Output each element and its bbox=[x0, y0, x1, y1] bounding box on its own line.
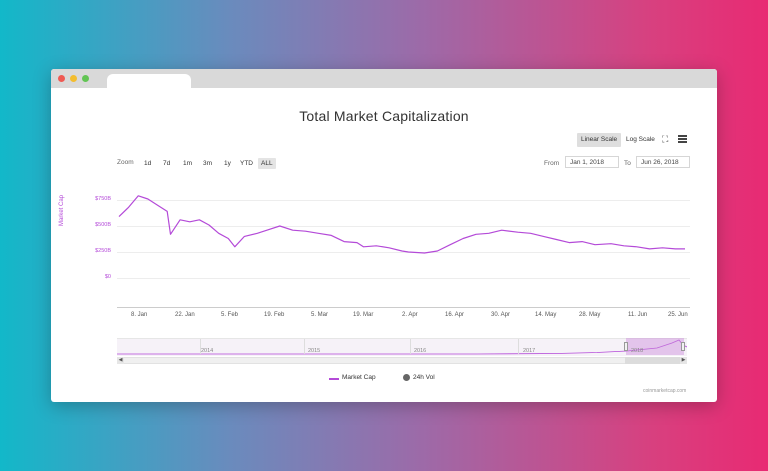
navigator-scrollbar[interactable] bbox=[117, 357, 687, 364]
to-date-input[interactable]: Jun 26, 2018 bbox=[636, 156, 690, 168]
y-tick-250: $250B bbox=[95, 248, 111, 254]
navigator-series bbox=[117, 339, 687, 355]
zoom-7d-button[interactable]: 7d bbox=[163, 160, 171, 167]
x-tick: 11. Jun bbox=[628, 312, 648, 318]
navigator-divider bbox=[518, 339, 519, 354]
x-tick: 28. May bbox=[579, 312, 601, 318]
x-tick: 16. Apr bbox=[445, 312, 465, 318]
y-tick-750: $750B bbox=[95, 196, 111, 202]
navigator-divider bbox=[410, 339, 411, 354]
y-tick-0: $0 bbox=[104, 274, 111, 280]
gridline bbox=[117, 278, 690, 279]
navigator-divider bbox=[200, 339, 201, 354]
y-tick-500: $500B bbox=[95, 222, 111, 228]
linear-scale-button[interactable]: Linear Scale bbox=[577, 133, 622, 147]
scrollbar-thumb[interactable] bbox=[625, 357, 685, 364]
x-tick: 19. Mar bbox=[353, 312, 374, 318]
legend-market-cap[interactable]: Market Cap bbox=[342, 374, 376, 381]
navigator-year: 2017 bbox=[523, 348, 536, 354]
gridline bbox=[117, 226, 690, 227]
from-label: From bbox=[544, 160, 560, 167]
navigator-right-handle[interactable] bbox=[681, 342, 685, 351]
x-tick: 8. Jan bbox=[131, 312, 148, 318]
chart-credit: coinmarketcap.com bbox=[643, 388, 687, 394]
x-tick: 30. Apr bbox=[491, 312, 511, 318]
navigator-selection[interactable] bbox=[626, 338, 684, 355]
browser-window: Total Market Capitalization Linear Scale… bbox=[51, 69, 717, 402]
zoom-ytd-button[interactable]: YTD bbox=[240, 160, 253, 167]
market-cap-series-line bbox=[118, 195, 685, 254]
menu-icon[interactable] bbox=[678, 135, 687, 143]
gridline bbox=[117, 252, 690, 253]
scroll-right-arrow-icon[interactable]: ▶ bbox=[680, 357, 687, 364]
navigator-year: 2014 bbox=[201, 348, 214, 354]
navigator-year: 2018 bbox=[631, 348, 644, 354]
x-tick: 5. Feb bbox=[221, 312, 239, 318]
x-axis-line bbox=[117, 307, 690, 308]
navigator[interactable] bbox=[117, 338, 687, 356]
24h-vol-legend-swatch bbox=[403, 374, 410, 381]
navigator-left-handle[interactable] bbox=[624, 342, 628, 351]
navigator-year: 2016 bbox=[414, 348, 427, 354]
x-tick: 19. Feb bbox=[264, 312, 285, 318]
y-axis-label: Market Cap bbox=[59, 194, 65, 226]
scroll-left-arrow-icon[interactable]: ◀ bbox=[117, 357, 124, 364]
window-titlebar bbox=[51, 69, 717, 88]
zoom-1y-button[interactable]: 1y bbox=[224, 160, 231, 167]
zoom-1m-button[interactable]: 1m bbox=[183, 160, 193, 167]
navigator-divider bbox=[304, 339, 305, 354]
fullscreen-icon[interactable]: ⛶ bbox=[662, 134, 669, 144]
minimize-window-button[interactable] bbox=[70, 75, 77, 82]
chart-title: Total Market Capitalization bbox=[299, 108, 469, 124]
market-cap-plot[interactable] bbox=[117, 179, 691, 309]
x-tick: 25. Jun bbox=[668, 312, 688, 318]
navigator-year: 2015 bbox=[308, 348, 321, 354]
x-tick: 14. May bbox=[535, 312, 557, 318]
gridline bbox=[117, 200, 690, 201]
zoom-3m-button[interactable]: 3m bbox=[203, 160, 213, 167]
from-date-input[interactable]: Jan 1, 2018 bbox=[565, 156, 619, 168]
legend-24h-vol[interactable]: 24h Vol bbox=[413, 374, 435, 381]
x-tick: 2. Apr bbox=[402, 312, 418, 318]
x-tick: 5. Mar bbox=[311, 312, 329, 318]
browser-tab[interactable] bbox=[107, 74, 191, 88]
zoom-all-button[interactable]: ALL bbox=[258, 158, 276, 169]
market-cap-legend-swatch bbox=[329, 378, 339, 380]
zoom-label: Zoom bbox=[117, 159, 134, 166]
zoom-1d-button[interactable]: 1d bbox=[144, 160, 152, 167]
x-tick: 22. Jan bbox=[175, 312, 195, 318]
close-window-button[interactable] bbox=[58, 75, 65, 82]
maximize-window-button[interactable] bbox=[82, 75, 89, 82]
log-scale-button[interactable]: Log Scale bbox=[626, 136, 655, 143]
to-label: To bbox=[624, 160, 631, 167]
